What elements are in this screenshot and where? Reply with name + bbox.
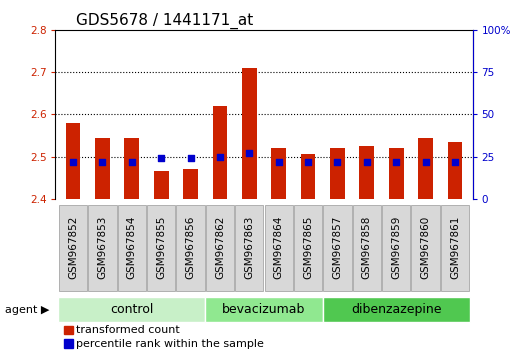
Point (98, 159, 107, 165)
Point (333, 159, 342, 165)
Text: control: control (110, 303, 154, 316)
Bar (448, 142, 463, 199)
Point (275, 159, 283, 165)
FancyBboxPatch shape (294, 205, 322, 291)
Point (304, 159, 312, 165)
FancyBboxPatch shape (411, 205, 440, 291)
Bar (64, 339, 73, 348)
Text: GSM967854: GSM967854 (127, 216, 137, 279)
Text: GSM967860: GSM967860 (421, 216, 430, 279)
Bar (301, 154, 315, 199)
Bar (330, 148, 345, 199)
FancyBboxPatch shape (205, 297, 323, 322)
Bar (125, 138, 139, 199)
Text: dibenzazepine: dibenzazepine (351, 303, 441, 316)
Bar (154, 171, 168, 199)
Point (392, 159, 400, 165)
Point (216, 154, 224, 159)
Point (186, 155, 195, 161)
Bar (418, 138, 433, 199)
FancyBboxPatch shape (382, 205, 410, 291)
Point (157, 155, 165, 161)
Text: GDS5678 / 1441171_at: GDS5678 / 1441171_at (76, 12, 253, 29)
Text: agent ▶: agent ▶ (5, 305, 50, 315)
FancyBboxPatch shape (353, 205, 381, 291)
FancyBboxPatch shape (235, 205, 263, 291)
Text: GSM967852: GSM967852 (68, 216, 78, 279)
FancyBboxPatch shape (265, 205, 293, 291)
Bar (389, 148, 403, 199)
Text: GSM967864: GSM967864 (274, 216, 284, 279)
Point (451, 159, 459, 165)
Point (421, 159, 430, 165)
FancyBboxPatch shape (59, 205, 87, 291)
Bar (183, 169, 198, 199)
Bar (271, 148, 286, 199)
Text: GSM967853: GSM967853 (98, 216, 107, 279)
Text: GSM967865: GSM967865 (303, 216, 313, 279)
Text: GSM967855: GSM967855 (156, 216, 166, 279)
Text: GSM967861: GSM967861 (450, 216, 460, 279)
FancyBboxPatch shape (441, 205, 469, 291)
Bar (95, 138, 110, 199)
FancyBboxPatch shape (176, 205, 205, 291)
Text: transformed count: transformed count (76, 325, 180, 335)
Bar (64, 326, 73, 335)
Text: GSM967857: GSM967857 (333, 216, 343, 279)
FancyBboxPatch shape (59, 297, 205, 322)
FancyBboxPatch shape (323, 205, 352, 291)
FancyBboxPatch shape (147, 205, 175, 291)
Bar (242, 68, 257, 199)
Point (69, 159, 77, 165)
Text: GSM967863: GSM967863 (244, 216, 254, 279)
FancyBboxPatch shape (118, 205, 146, 291)
Bar (65, 123, 80, 199)
Bar (213, 106, 227, 199)
FancyBboxPatch shape (323, 297, 469, 322)
Text: GSM967856: GSM967856 (185, 216, 195, 279)
Point (128, 159, 136, 165)
Text: GSM967858: GSM967858 (362, 216, 372, 279)
Text: GSM967859: GSM967859 (391, 216, 401, 279)
Text: bevacizumab: bevacizumab (222, 303, 306, 316)
Text: GSM967862: GSM967862 (215, 216, 225, 279)
Point (363, 159, 371, 165)
Bar (360, 146, 374, 199)
FancyBboxPatch shape (206, 205, 234, 291)
FancyBboxPatch shape (88, 205, 117, 291)
Point (245, 150, 253, 156)
Text: percentile rank within the sample: percentile rank within the sample (76, 339, 264, 349)
